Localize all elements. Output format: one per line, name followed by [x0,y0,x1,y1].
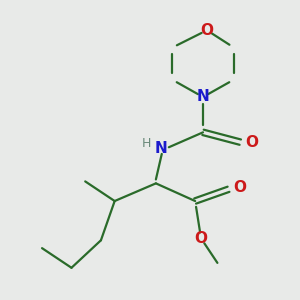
Text: N: N [196,89,209,104]
Text: O: O [233,180,246,195]
Text: O: O [200,23,213,38]
Text: N: N [154,140,167,155]
Text: O: O [194,231,208,246]
Text: H: H [142,137,152,150]
Text: O: O [245,135,258,150]
